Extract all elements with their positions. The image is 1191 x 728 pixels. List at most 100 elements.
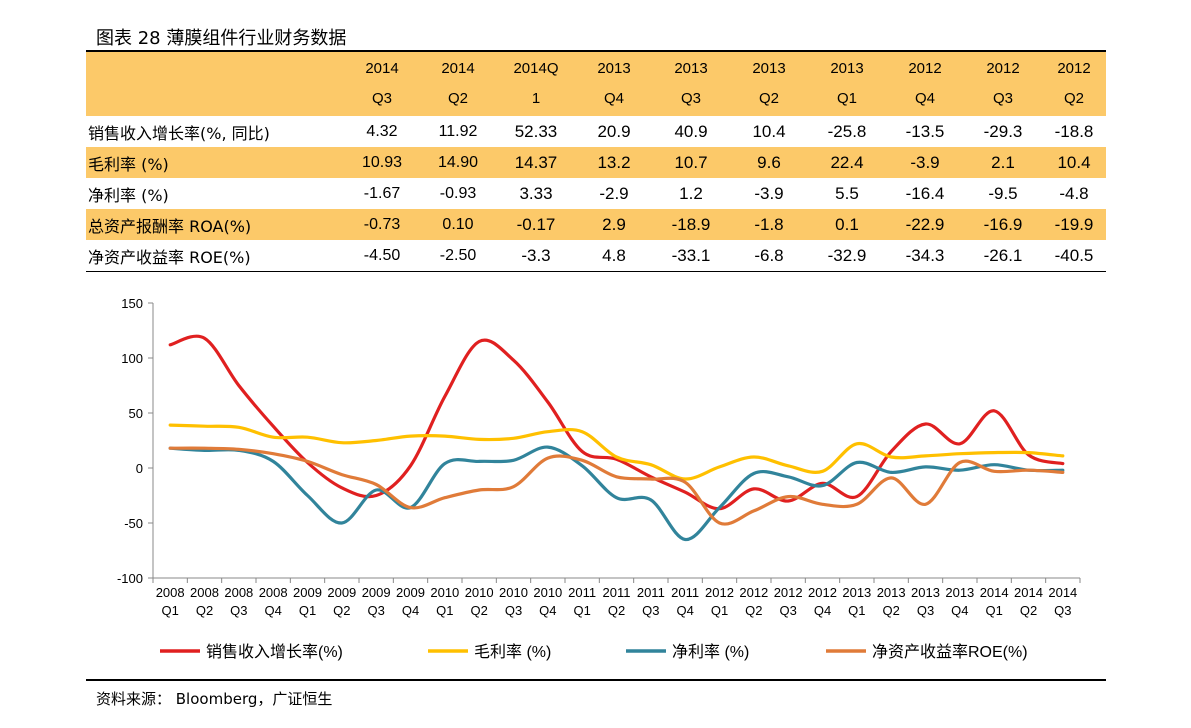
x-tick-year: 2008 bbox=[259, 585, 288, 600]
x-tick-year: 2012 bbox=[774, 585, 803, 600]
table-cell: 11.92 bbox=[438, 122, 478, 140]
table-header-row: 2014 Q3 2014 Q2 2014Q 1 2013 Q4 2013 Q3 2013 Q2 2013… bbox=[86, 52, 1106, 116]
legend-label: 净资产收益率ROE(%) bbox=[872, 643, 1028, 661]
x-tick-year: 2011 bbox=[603, 585, 631, 600]
table-cell: -3.9 bbox=[754, 183, 784, 203]
x-tick-year: 2011 bbox=[568, 585, 596, 600]
y-tick-label: 50 bbox=[129, 406, 143, 421]
header-year: 2013 bbox=[674, 60, 708, 77]
table-cell: -29.3 bbox=[983, 121, 1023, 141]
x-tick-year: 2013 bbox=[911, 585, 940, 600]
table-cell: -16.4 bbox=[905, 183, 945, 203]
x-tick-year: 2009 bbox=[362, 585, 391, 600]
table-cell: 2.9 bbox=[576, 209, 652, 240]
table-cell: 14.37 bbox=[496, 147, 576, 178]
table-cell: 22.4 bbox=[808, 147, 886, 178]
x-tick-year: 2014 bbox=[1048, 585, 1077, 600]
x-tick-quarter: Q3 bbox=[779, 603, 796, 618]
table-cell: -0.73 bbox=[344, 209, 420, 240]
y-tick-label: 100 bbox=[121, 351, 143, 366]
header-quarter: Q3 bbox=[680, 90, 701, 107]
table-cell: -26.1 bbox=[983, 245, 1023, 265]
table-cell: -6.8 bbox=[754, 245, 784, 265]
table-cell: 0.10 bbox=[420, 209, 496, 240]
legend-label: 销售收入增长率(%) bbox=[206, 643, 343, 661]
x-tick-quarter: Q4 bbox=[951, 603, 968, 618]
header-year: 2014 bbox=[365, 60, 399, 77]
y-tick-label: 0 bbox=[136, 461, 143, 476]
x-tick-quarter: Q1 bbox=[299, 603, 316, 618]
x-tick-quarter: Q1 bbox=[573, 603, 590, 618]
x-tick-quarter: Q4 bbox=[402, 603, 419, 618]
table-cell: -0.93 bbox=[439, 184, 477, 202]
table-cell: -33.1 bbox=[671, 245, 711, 265]
x-tick-quarter: Q4 bbox=[539, 603, 556, 618]
figure-title: 图表 28 薄膜组件行业财务数据 bbox=[96, 28, 347, 49]
table-row: 毛利率 (%) 10.93 14.90 14.37 13.2 10.7 9.6 22.4 -3.… bbox=[86, 147, 1106, 178]
table-cell: -25.8 bbox=[827, 121, 867, 141]
x-tick-quarter: Q3 bbox=[367, 603, 384, 618]
table-cell: -2.50 bbox=[439, 246, 477, 264]
x-tick-year: 2008 bbox=[190, 585, 219, 600]
table-cell: -13.5 bbox=[905, 121, 945, 141]
header-period-cell: 2013 Q1 bbox=[808, 52, 886, 116]
table-cell: -1.8 bbox=[730, 209, 808, 240]
source-note: 资料来源： Bloomberg，广证恒生 bbox=[96, 690, 333, 708]
x-tick-year: 2014 bbox=[980, 585, 1009, 600]
x-tick-quarter: Q3 bbox=[1054, 603, 1071, 618]
x-tick-year: 2009 bbox=[293, 585, 322, 600]
header-quarter: Q4 bbox=[603, 90, 624, 107]
row-label: 总资产报酬率 ROA(%) bbox=[86, 209, 344, 240]
header-period-cell: 2013 Q3 bbox=[652, 52, 730, 116]
table-row: 净资产收益率 ROE(%) -4.50 -2.50 -3.3 4.8 -33.1 -6.8 -… bbox=[86, 240, 1106, 271]
header-year: 2014 bbox=[441, 60, 475, 77]
x-tick-quarter: Q2 bbox=[333, 603, 350, 618]
x-tick-quarter: Q4 bbox=[814, 603, 831, 618]
table-bottom-rule bbox=[86, 271, 1106, 272]
series-line bbox=[168, 445, 1065, 542]
x-tick-year: 2010 bbox=[533, 585, 562, 600]
header-year: 2013 bbox=[752, 60, 786, 77]
table-cell: -40.5 bbox=[1054, 245, 1094, 265]
table-cell: 1.2 bbox=[679, 183, 703, 203]
x-tick-quarter: Q2 bbox=[470, 603, 487, 618]
x-tick-quarter: Q4 bbox=[676, 603, 693, 618]
header-period-cell: 2012 Q4 bbox=[886, 52, 964, 116]
x-tick-quarter: Q3 bbox=[230, 603, 247, 618]
x-tick-year: 2011 bbox=[671, 585, 699, 600]
row-label: 毛利率 (%) bbox=[86, 147, 344, 178]
financial-data-table: 2014 Q3 2014 Q2 2014Q 1 2013 Q4 2013 Q3 2013 Q2 2013… bbox=[86, 52, 1106, 271]
header-period-cell: 2012 Q3 bbox=[964, 52, 1042, 116]
x-tick-quarter: Q1 bbox=[436, 603, 453, 618]
x-tick-year: 2008 bbox=[156, 585, 185, 600]
table-cell: -2.9 bbox=[599, 183, 629, 203]
x-tick-year: 2010 bbox=[499, 585, 528, 600]
x-tick-year: 2013 bbox=[877, 585, 906, 600]
title-rule bbox=[86, 50, 1106, 52]
table-cell: -9.5 bbox=[988, 183, 1018, 203]
header-year: 2014Q bbox=[513, 60, 559, 77]
row-label: 净利率 (%) bbox=[88, 185, 169, 205]
table-row: 净利率 (%) -1.67 -0.93 3.33 -2.9 1.2 -3.9 5.5 -16.4… bbox=[86, 178, 1106, 209]
table-cell: 0.1 bbox=[808, 209, 886, 240]
table-cell: 4.8 bbox=[602, 245, 626, 265]
x-tick-quarter: Q3 bbox=[642, 603, 659, 618]
table-cell: -18.9 bbox=[652, 209, 730, 240]
table-cell: 14.90 bbox=[420, 147, 496, 178]
y-tick-label: 150 bbox=[121, 296, 143, 311]
x-tick-year: 2008 bbox=[224, 585, 253, 600]
source-rule bbox=[86, 679, 1106, 681]
header-period-cell: 2014 Q2 bbox=[420, 52, 496, 116]
header-quarter: Q1 bbox=[836, 90, 857, 107]
y-tick-label: -100 bbox=[117, 571, 143, 586]
x-tick-year: 2010 bbox=[430, 585, 459, 600]
table-cell: -18.8 bbox=[1054, 121, 1094, 141]
table-cell: 10.4 bbox=[1042, 147, 1106, 178]
header-period-cell: 2012 Q2 bbox=[1042, 52, 1106, 116]
legend-label: 毛利率 (%) bbox=[474, 643, 551, 661]
line-chart: 150 100 50 0 -50 -100 2008 Q1 2008 Q2 2008 Q3 2008 Q4… bbox=[117, 296, 1081, 661]
x-tick-quarter: Q4 bbox=[264, 603, 281, 618]
header-quarter: Q3 bbox=[371, 90, 392, 107]
table-cell: -0.17 bbox=[496, 209, 576, 240]
x-tick-year: 2011 bbox=[637, 585, 665, 600]
